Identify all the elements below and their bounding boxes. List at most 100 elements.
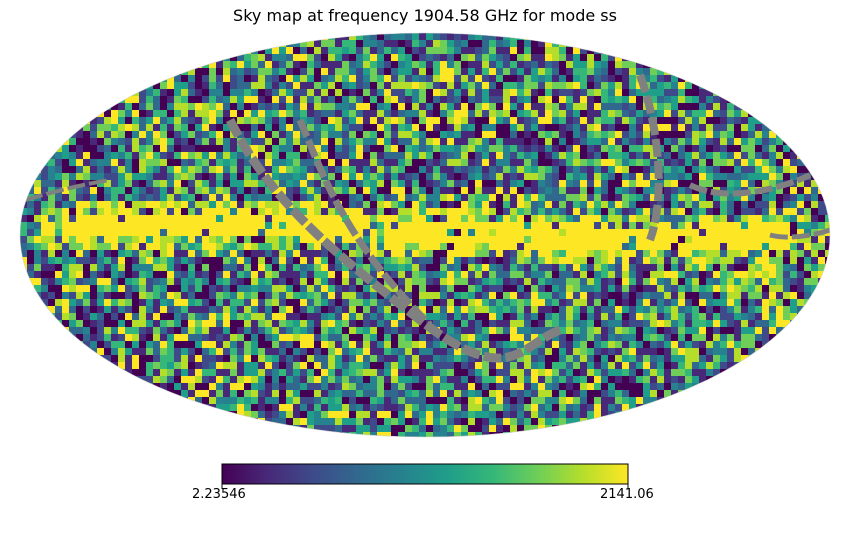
map-cell xyxy=(496,222,504,230)
map-cell xyxy=(727,341,735,349)
map-cell xyxy=(405,285,413,293)
map-cell xyxy=(489,89,497,97)
map-cell xyxy=(517,194,525,202)
map-cell xyxy=(426,376,434,384)
map-cell xyxy=(776,229,784,237)
map-cell xyxy=(524,187,532,195)
map-cell xyxy=(384,306,392,314)
map-cell xyxy=(139,180,147,188)
map-cell xyxy=(818,180,826,188)
map-cell xyxy=(83,201,91,209)
map-cell xyxy=(328,313,336,321)
map-cell xyxy=(111,292,119,300)
map-cell xyxy=(251,278,259,286)
map-cell xyxy=(622,75,630,83)
map-cell xyxy=(209,341,217,349)
map-cell xyxy=(643,369,651,377)
map-cell xyxy=(769,166,777,174)
map-cell xyxy=(664,194,672,202)
map-cell xyxy=(370,40,378,48)
map-cell xyxy=(412,215,420,223)
map-cell xyxy=(55,138,63,146)
map-cell xyxy=(258,243,266,251)
map-cell xyxy=(272,222,280,230)
map-cell xyxy=(104,292,112,300)
map-cell xyxy=(559,110,567,118)
map-cell xyxy=(398,201,406,209)
map-cell xyxy=(223,82,231,90)
map-cell xyxy=(307,61,315,69)
map-cell xyxy=(657,327,665,335)
map-cell xyxy=(76,320,84,328)
map-cell xyxy=(426,313,434,321)
map-cell xyxy=(76,285,84,293)
map-cell xyxy=(608,257,616,265)
map-cell xyxy=(223,348,231,356)
map-cell xyxy=(237,327,245,335)
map-cell xyxy=(104,341,112,349)
map-cell xyxy=(685,369,693,377)
map-cell xyxy=(482,264,490,272)
map-cell xyxy=(97,145,105,153)
map-cell xyxy=(524,264,532,272)
map-cell xyxy=(601,145,609,153)
map-cell xyxy=(349,110,357,118)
map-cell xyxy=(132,131,140,139)
map-cell xyxy=(258,215,266,223)
map-cell xyxy=(545,159,553,167)
map-cell xyxy=(734,243,742,251)
map-cell xyxy=(608,243,616,251)
map-cell xyxy=(335,341,343,349)
map-cell xyxy=(363,376,371,384)
map-cell xyxy=(412,47,420,55)
map-cell xyxy=(104,187,112,195)
map-cell xyxy=(657,299,665,307)
map-cell xyxy=(335,355,343,363)
map-cell xyxy=(328,33,336,41)
map-cell xyxy=(671,68,679,76)
map-cell xyxy=(391,208,399,216)
map-cell xyxy=(62,299,70,307)
map-cell xyxy=(188,159,196,167)
map-cell xyxy=(594,355,602,363)
map-cell xyxy=(160,376,168,384)
map-cell xyxy=(111,138,119,146)
map-cell xyxy=(300,250,308,258)
map-cell xyxy=(629,194,637,202)
map-cell xyxy=(797,306,805,314)
map-cell xyxy=(643,376,651,384)
map-cell xyxy=(706,278,714,286)
map-cell xyxy=(692,89,700,97)
map-cell xyxy=(209,306,217,314)
map-cell xyxy=(307,124,315,132)
map-cell xyxy=(174,159,182,167)
map-cell xyxy=(34,257,42,265)
map-cell xyxy=(461,355,469,363)
map-cell xyxy=(146,313,154,321)
map-cell xyxy=(517,313,525,321)
map-cell xyxy=(307,285,315,293)
map-cell xyxy=(335,110,343,118)
map-cell xyxy=(111,355,119,363)
map-cell xyxy=(342,201,350,209)
map-cell xyxy=(251,264,259,272)
map-cell xyxy=(265,264,273,272)
map-cell xyxy=(461,138,469,146)
map-cell xyxy=(538,313,546,321)
map-cell xyxy=(475,320,483,328)
map-cell xyxy=(216,334,224,342)
map-cell xyxy=(657,278,665,286)
map-cell xyxy=(412,180,420,188)
map-cell xyxy=(538,250,546,258)
map-cell xyxy=(713,362,721,370)
map-cell xyxy=(531,159,539,167)
map-cell xyxy=(503,166,511,174)
map-cell xyxy=(741,222,749,230)
map-cell xyxy=(608,96,616,104)
map-cell xyxy=(265,334,273,342)
map-cell xyxy=(132,152,140,160)
map-cell xyxy=(468,306,476,314)
map-cell xyxy=(573,75,581,83)
map-cell xyxy=(440,131,448,139)
map-cell xyxy=(622,250,630,258)
